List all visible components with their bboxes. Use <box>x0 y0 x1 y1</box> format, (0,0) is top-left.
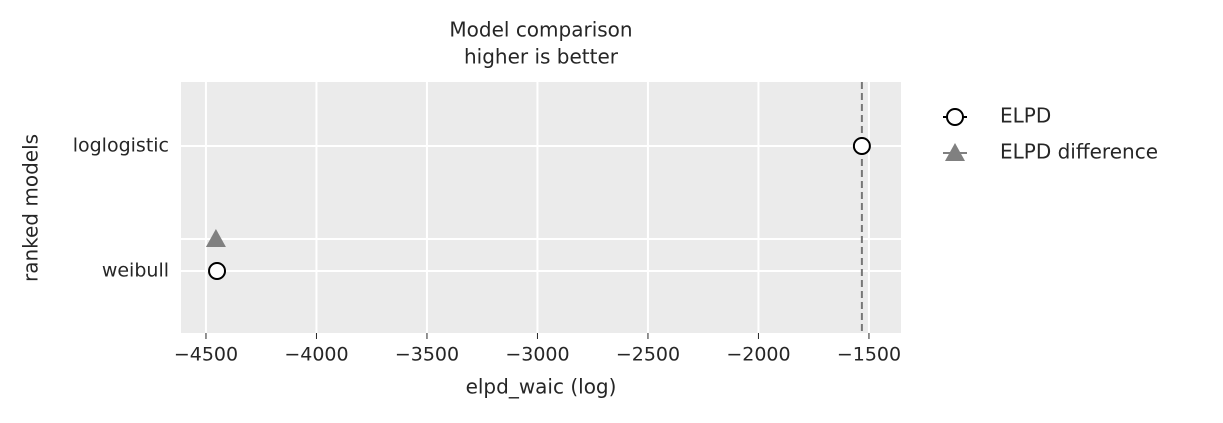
chart-subtitle: higher is better <box>464 45 619 69</box>
x-tick-label: −2000 <box>726 344 790 366</box>
x-tick-label: −3500 <box>395 344 459 366</box>
legend-label: ELPD <box>1000 104 1051 128</box>
x-tick-label: −4000 <box>284 344 348 366</box>
plot-area <box>181 82 901 333</box>
data-point <box>852 137 871 155</box>
data-point <box>208 262 227 280</box>
y-axis-label: ranked models <box>19 134 43 282</box>
y-tick-label: loglogistic <box>73 135 169 157</box>
legend-label: ELPD difference <box>1000 140 1158 164</box>
data-point <box>205 229 226 247</box>
legend-marker <box>946 108 964 126</box>
legend-marker <box>945 143 965 161</box>
y-tick-label: weibull <box>102 260 169 282</box>
chart-title: Model comparison <box>449 18 632 42</box>
x-axis-label: elpd_waic (log) <box>466 375 617 399</box>
x-tick-label: −4500 <box>174 344 238 366</box>
x-tick-label: −2500 <box>616 344 680 366</box>
x-tick-label: −1500 <box>837 344 901 366</box>
x-tick-label: −3000 <box>505 344 569 366</box>
